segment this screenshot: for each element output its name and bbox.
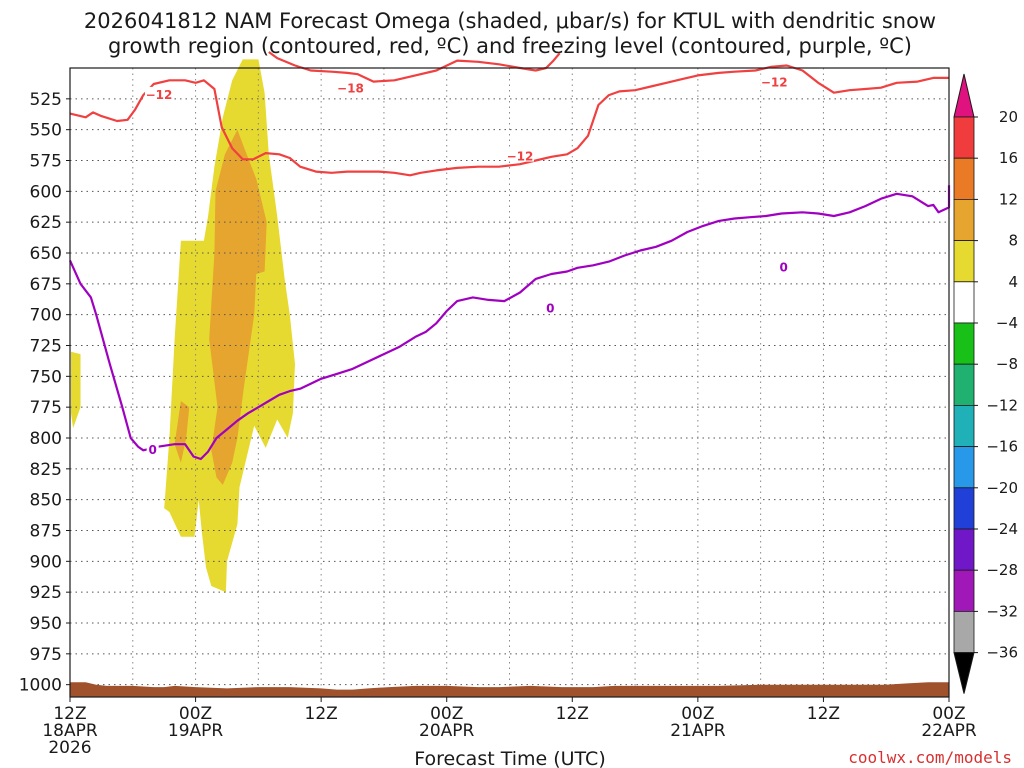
colorbar-tick-label: −28 [986,561,1018,579]
plot-frame [69,67,950,698]
colorbar-tick-label: 20 [999,108,1018,126]
omega-shade-region-3 [174,401,190,463]
contour-label: −18 [337,82,364,96]
y-axis: 525 550 575 600 625 650 675 700 725 750 775 800 825 8… [19,90,70,696]
x-axis-label: Forecast Time (UTC) [414,748,605,768]
y-tick-label: 1000 [19,676,62,696]
colorbar-tick-label: −36 [986,644,1018,662]
colorbar-bin [953,528,975,571]
y-tick-label: 525 [30,90,62,110]
contour-label: 0 [546,301,554,315]
contour-label-bg [777,259,790,273]
contour-label: −12 [507,150,534,164]
contour-label-bg [505,148,534,162]
y-tick-label: 850 [30,491,62,511]
colorbar-tick-label: −12 [986,396,1018,414]
x-tick-label: 12Z [53,704,86,724]
x-tick-label: 18APR [42,721,98,741]
contour-label-bg [760,74,789,88]
contour-label-bg [544,300,557,314]
colorbar-tick-label: 8 [1008,232,1018,250]
contour-labels: −12 −18 −12 −12 0 0 0 [144,74,790,457]
colorbar-tick-label: 4 [1008,273,1018,291]
contour-line-dgz-upper [268,51,561,83]
omega-shade-region-2 [209,129,267,485]
y-tick-label: 600 [30,182,62,202]
contour-label-bg [144,86,173,100]
contour-line-dgz-lower--12-left [69,64,949,177]
colorbar-tick-label: −24 [986,520,1018,538]
credit-text: coolwx.com/models [848,748,1012,767]
chart-title-line-1: 2026041812 NAM Forecast Omega (shaded, μ… [84,9,936,33]
y-tick-label: 650 [30,244,62,264]
y-tick-label: 950 [30,614,62,634]
x-tick-label: 22APR [921,721,977,741]
x-tick-label: 20APR [419,721,475,741]
y-tick-label: 875 [30,522,62,542]
y-tick-label: 700 [30,306,62,326]
contour-line-freezing-level [68,185,951,461]
contour-label: 0 [148,443,156,457]
y-tick-label: 800 [30,429,62,449]
colorbar-bin [953,569,975,612]
chart-title-line-2: growth region (contoured, red, ºC) and f… [108,34,912,58]
colorbar-bin [953,240,975,283]
contour-label: 0 [779,261,787,275]
x-tick-label: 21APR [670,721,726,741]
colorbar-tick-label: −32 [986,602,1018,620]
colorbar-bin [953,363,975,406]
colorbar-bin [953,611,975,654]
x-tick-label: 2026 [48,738,91,758]
contour-label: −12 [761,76,788,90]
colorbar-bin [953,157,975,200]
plot-area: −12 −18 −12 −12 0 0 0 [68,51,951,698]
contour-label: −12 [146,88,173,102]
x-tick-label: 00Z [681,704,714,724]
colorbar-bin [953,116,975,159]
colorbar-tick-label: −8 [996,355,1018,373]
colorbar: 20 16 12 8 4 −4 −8 −12 −16 −20 −24 −28 −32 −36 [953,73,1018,694]
colorbar-tick-label: −20 [986,479,1018,497]
colorbar-bin [953,487,975,530]
y-tick-label: 975 [30,645,62,665]
contour-label-bg [146,442,159,456]
contour-lines [68,51,951,461]
x-tick-label: 12Z [305,704,338,724]
y-tick-label: 550 [30,121,62,141]
x-tick-label: 12Z [556,704,589,724]
x-tick-label: 19APR [168,721,224,741]
colorbar-tick-label: 16 [999,149,1018,167]
colorbar-extend-top [953,73,975,118]
colorbar-bin [953,404,975,447]
colorbar-tick-label: −16 [986,438,1018,456]
colorbar-tick-label: −4 [996,314,1018,332]
terrain-layer [70,682,949,697]
contour-label-bg [336,80,365,94]
omega-shading [71,59,295,593]
colorbar-bin [953,198,975,241]
colorbar-bin [953,322,975,365]
colorbar-extend-bottom [953,652,975,694]
y-tick-label: 575 [30,152,62,172]
y-tick-label: 725 [30,337,62,357]
y-tick-label: 625 [30,213,62,233]
x-tick-label: 00Z [179,704,212,724]
y-tick-label: 900 [30,552,62,572]
y-tick-label: 775 [30,398,62,418]
y-tick-label: 750 [30,367,62,387]
y-tick-label: 675 [30,275,62,295]
colorbar-bin [953,281,975,324]
y-tick-label: 825 [30,460,62,480]
x-tick-label: 00Z [932,704,965,724]
x-tick-label: 00Z [430,704,463,724]
y-tick-label: 925 [30,583,62,603]
colorbar-bin [953,446,975,489]
terrain-surface [70,682,949,697]
colorbar-tick-label: 12 [999,190,1018,208]
x-tick-label: 12Z [807,704,840,724]
omega-shade-region-0 [71,351,81,429]
